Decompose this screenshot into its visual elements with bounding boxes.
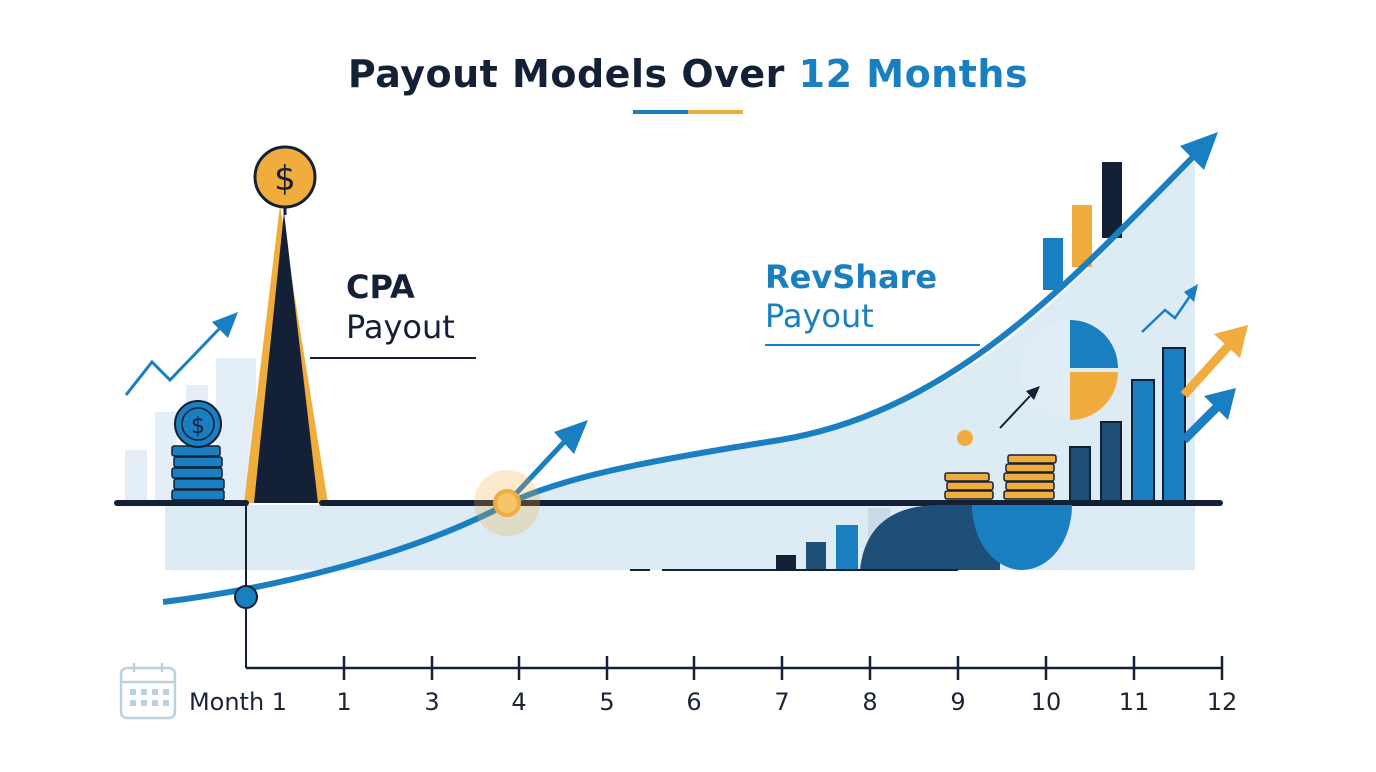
x-axis-tick-label: 4	[511, 688, 527, 716]
svg-text:$: $	[274, 159, 296, 199]
bar-chart-icon	[1069, 347, 1186, 502]
revshare-area	[165, 160, 1195, 570]
x-axis-tick-label: 6	[686, 688, 702, 716]
intersection-arrowhead	[554, 420, 588, 454]
bars-under-baseline	[630, 505, 1000, 571]
coin-stack-right-1-icon	[944, 472, 994, 500]
title-main: Payout Models Over	[347, 52, 785, 96]
left-trend-arrowhead	[212, 312, 238, 338]
x-axis-tick-label: 10	[1030, 688, 1062, 716]
x-axis-tick-label: 7	[774, 688, 790, 716]
orange-dot	[957, 430, 973, 446]
calendar-grid	[130, 689, 169, 706]
revshare-curve	[162, 147, 1203, 605]
right-trend-arrows-icon	[1141, 284, 1248, 444]
start-point	[234, 585, 258, 609]
x-axis-tick-label: 9	[950, 688, 966, 716]
coin-stack-right-2-icon	[1003, 454, 1057, 500]
intersection-arrow	[508, 438, 568, 502]
calendar-icon	[119, 663, 177, 720]
dollar-coin-icon: $	[253, 145, 317, 209]
revshare-label-subtitle: Payout	[765, 297, 874, 335]
cpa-spike-inner	[254, 212, 318, 503]
left-trend-arrow-icon	[124, 326, 222, 396]
x-axis-ticks	[342, 656, 1224, 680]
x-axis-tick-label: Month 1	[188, 688, 288, 716]
coin-stack-left-icon: $	[171, 400, 225, 501]
svg-text:$: $	[191, 414, 205, 439]
revshare-curve-arrowhead	[1180, 132, 1218, 170]
blue-half-circle	[972, 505, 1072, 570]
small-arrowhead	[1026, 386, 1040, 400]
x-axis-tick-label: 11	[1118, 688, 1150, 716]
title-accent: 12 Months	[798, 52, 1029, 96]
cpa-label-subtitle: Payout	[346, 308, 455, 346]
small-arrow	[999, 395, 1031, 429]
revshare-label-title: RevShare	[765, 258, 938, 296]
page-title: Payout Models Over 12 Months	[0, 52, 1376, 96]
x-axis-tick-label: 1	[336, 688, 352, 716]
x-axis-tick-label: 3	[424, 688, 440, 716]
x-axis-tick-label: 5	[599, 688, 615, 716]
x-axis-tick-label: 12	[1206, 688, 1238, 716]
x-axis-tick-label: 8	[862, 688, 878, 716]
cpa-label-title: CPA	[346, 268, 415, 306]
intersection-point	[493, 489, 521, 517]
top-bars	[1043, 162, 1122, 290]
